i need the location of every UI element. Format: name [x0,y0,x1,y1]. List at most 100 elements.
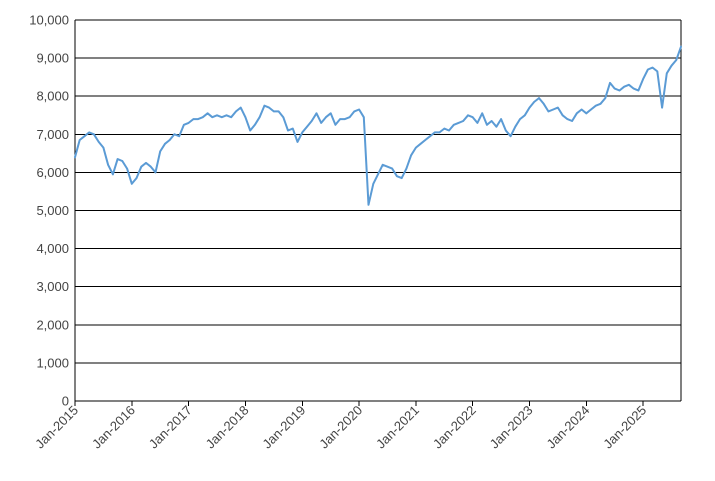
x-tick-label: Jan-2016 [89,403,138,452]
data-point [528,106,531,109]
data-point [509,135,512,138]
data-point [571,120,573,122]
y-tick-label: 1,000 [36,355,69,370]
y-tick-label: 8,000 [36,89,69,104]
y-tick-label: 2,000 [36,317,69,332]
data-point [514,125,517,128]
data-point [400,177,403,179]
data-point [97,141,100,143]
data-point [306,125,308,128]
data-point [173,133,176,136]
data-point [83,135,86,138]
data-point [140,165,143,168]
data-point [623,85,625,88]
data-point [434,131,436,134]
data-point [239,106,242,109]
data-point [542,103,545,105]
y-tick-label: 0 [62,394,69,409]
data-point [665,72,668,75]
data-point [282,116,285,118]
data-point [490,120,493,122]
x-tick-label: Jan-2025 [600,403,649,452]
data-point [287,129,289,132]
data-point [220,116,223,118]
data-point [249,129,251,132]
data-point [78,139,81,141]
data-point [315,112,318,115]
data-point [206,112,209,115]
data-point [121,160,124,162]
data-point [273,110,275,113]
data-point [457,122,460,124]
data-point [187,122,190,124]
x-tick-label: Jan-2020 [316,403,365,452]
data-point [443,127,446,130]
y-tick-label: 6,000 [36,165,69,180]
data-point [438,131,441,134]
data-point [680,45,682,48]
data-point [93,133,95,136]
data-point [126,167,128,170]
data-point [661,106,663,109]
data-point [462,120,465,122]
data-point [670,64,673,67]
y-tick-label: 10,000 [29,13,69,28]
x-tick-label: Jan-2019 [259,403,308,452]
data-point [277,110,280,113]
data-point [452,123,455,126]
data-point [632,87,635,90]
data-point [164,143,166,145]
data-point [609,82,611,84]
data-point [197,118,199,120]
data-point [566,118,569,120]
data-point [424,139,427,141]
data-point [590,108,592,111]
data-point [448,129,450,132]
data-point [263,104,266,107]
data-point [580,108,583,111]
data-point [131,183,133,185]
data-point [557,106,559,109]
data-point [415,146,417,149]
data-point [358,108,360,111]
series-layer [74,45,682,206]
y-axis: 0 1,000 2,000 3,000 4,000 5,000 6,000 7,000 8,00… [29,13,69,409]
data-point [628,83,630,86]
data-point [467,114,469,117]
data-point [88,131,91,134]
data-point [310,120,313,122]
y-tick-label: 3,000 [36,279,69,294]
data-point [145,162,147,164]
data-point [268,106,270,109]
data-point [585,112,588,115]
data-point [178,135,180,138]
data-point [135,177,138,179]
data-point [391,167,394,170]
data-point [576,112,578,115]
data-point [235,110,237,113]
y-tick-label: 4,000 [36,241,69,256]
y-tick-label: 5,000 [36,203,69,218]
x-axis: Jan-2015 Jan-2016 Jan-2017 Jan-2018 Jan-2019… [32,401,649,451]
data-point [74,156,76,158]
data-point [647,68,649,71]
data-point [594,104,597,107]
data-point [552,108,554,111]
x-tick-label: Jan-2017 [146,403,195,452]
series-line [74,45,682,206]
data-point [476,122,479,124]
x-tick-label: Jan-2021 [373,403,422,452]
data-point [348,116,351,118]
data-point [495,125,498,128]
x-tick-label: Jan-2015 [32,403,81,452]
data-point [471,116,474,118]
data-point [656,70,659,73]
data-point [230,116,233,118]
data-point [523,114,526,117]
data-point [405,167,408,170]
data-point [211,116,214,118]
x-tick-label: Jan-2024 [543,403,592,452]
data-point [216,114,218,117]
data-point [547,110,550,113]
data-point [613,87,616,90]
